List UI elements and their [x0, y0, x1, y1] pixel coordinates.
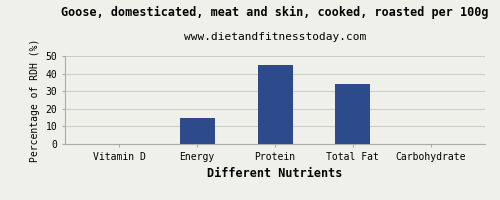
Bar — [180, 118, 214, 144]
Y-axis label: Percentage of RDH (%): Percentage of RDH (%) — [30, 38, 40, 162]
Bar — [258, 65, 292, 144]
Bar — [336, 84, 370, 144]
X-axis label: Different Nutrients: Different Nutrients — [208, 167, 342, 180]
Text: Goose, domesticated, meat and skin, cooked, roasted per 100g: Goose, domesticated, meat and skin, cook… — [61, 6, 489, 19]
Text: www.dietandfitnesstoday.com: www.dietandfitnesstoday.com — [184, 32, 366, 42]
